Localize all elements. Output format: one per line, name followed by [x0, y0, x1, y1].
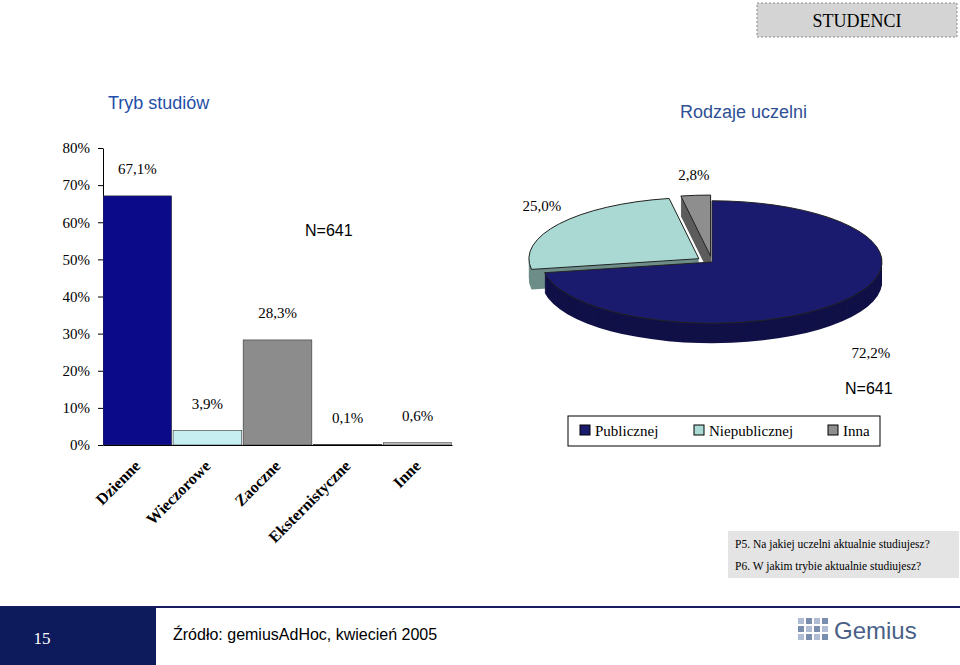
data-label: 2,8%	[678, 167, 709, 183]
note: P6. W jakim trybie aktualnie studiujesz?	[735, 560, 921, 573]
data-label: 3,9%	[192, 396, 223, 412]
annotation: N=641	[305, 222, 353, 239]
logo-square	[814, 634, 820, 640]
tick-label: Inne	[390, 457, 424, 491]
data-label: 0,6%	[402, 408, 433, 424]
x-axis: DzienneWieczorowe ZaoczneEksternistyczne I…	[92, 446, 452, 547]
data-label: 72,2%	[852, 345, 891, 361]
source: Źródło: gemiusAdHoc, kwiecień 2005	[173, 625, 437, 643]
data-label: 0,1%	[332, 410, 363, 426]
tick: 80%	[63, 140, 104, 156]
tick: 60%	[63, 215, 104, 231]
tick: Zaoczne	[231, 457, 283, 509]
page-number-box	[0, 607, 156, 665]
tick-mark	[98, 371, 103, 372]
logo-square	[806, 634, 812, 640]
tick: 0%	[70, 437, 103, 453]
page-number: 15	[34, 629, 51, 648]
tick: 20%	[63, 363, 104, 379]
tick-mark	[98, 297, 103, 298]
logo-square	[798, 634, 804, 640]
tick-label: 0%	[70, 437, 90, 453]
data-labels: 67,1% 3,9% 28,3% 0,1% 0,6%	[118, 161, 433, 426]
legend-box	[568, 416, 880, 446]
logo-square	[798, 618, 804, 624]
header-box	[757, 3, 957, 37]
tick-label: 10%	[63, 400, 91, 416]
bars	[103, 196, 452, 445]
tick: 50%	[63, 252, 104, 268]
legend-label: Inna	[843, 423, 870, 439]
logo-square	[814, 626, 820, 632]
logo-square	[822, 626, 828, 632]
tick-mark	[98, 408, 103, 409]
axis-line	[104, 445, 453, 446]
chart-title: Tryb studiów	[108, 93, 210, 113]
tick: Inne	[390, 457, 424, 491]
tick: 10%	[63, 400, 104, 416]
legend-label: Niepublicznej	[709, 423, 793, 439]
logo-text: Gemius	[834, 617, 917, 644]
tick-mark	[98, 334, 103, 335]
data-label: 28,3%	[258, 305, 297, 321]
y-axis: 0% 10% 20% 30% 40% 50% 60% 70% 80%	[63, 140, 104, 453]
notes-box	[728, 531, 959, 578]
tick-label: Wieczorowe	[143, 457, 214, 528]
legend-swatch	[828, 425, 838, 435]
tick-label: Eksternistyczne	[265, 457, 354, 546]
logo-square	[822, 634, 828, 640]
annotation: N=641	[845, 380, 893, 397]
pie	[529, 195, 882, 343]
tick: Eksternistyczne	[265, 457, 354, 546]
logo-square	[822, 618, 828, 624]
legend-label: Publicznej	[595, 423, 658, 439]
tick-label: Dzienne	[92, 457, 143, 508]
chart-title: Rodzaje uczelni	[680, 102, 807, 122]
legend-swatch	[580, 425, 590, 435]
tick-label: 70%	[63, 177, 91, 193]
header-title: STUDENCI	[813, 11, 902, 31]
note: P5. Na jakiej uczelni aktualnie studiuje…	[735, 538, 930, 551]
tick-label: 40%	[63, 289, 91, 305]
bar	[103, 196, 172, 445]
logo-square	[798, 626, 804, 632]
legend-swatch	[694, 425, 704, 435]
logo-square	[814, 618, 820, 624]
tick-label: 80%	[63, 140, 91, 156]
tick-mark	[98, 445, 103, 446]
bar	[383, 443, 452, 445]
bar	[313, 444, 382, 445]
tick-mark	[98, 185, 103, 186]
data-label: 25,0%	[523, 198, 562, 214]
bar	[243, 340, 312, 445]
tick-label: 60%	[63, 215, 91, 231]
page: STUDENCI Tryb studiów 0% 10% 20% 30% 40% 50% 60%…	[0, 0, 960, 665]
tick: 40%	[63, 289, 104, 305]
tick-label: 20%	[63, 363, 91, 379]
legend: Publicznej Niepublicznej Inna	[568, 416, 880, 446]
slice	[681, 195, 711, 256]
tick-label: Zaoczne	[231, 457, 283, 509]
tick: Dzienne	[92, 457, 143, 508]
tick: 70%	[63, 177, 104, 193]
data-label: 67,1%	[118, 161, 157, 177]
logo: Gemius	[798, 617, 917, 644]
tick: 30%	[63, 326, 104, 342]
logo-square	[806, 626, 812, 632]
tick-label: 50%	[63, 252, 91, 268]
logo-square	[806, 618, 812, 624]
tick-label: 30%	[63, 326, 91, 342]
tick: Wieczorowe	[143, 457, 214, 528]
tick-mark	[98, 148, 103, 149]
tick-mark	[98, 259, 103, 260]
tick-mark	[98, 222, 103, 223]
bar	[173, 431, 242, 445]
